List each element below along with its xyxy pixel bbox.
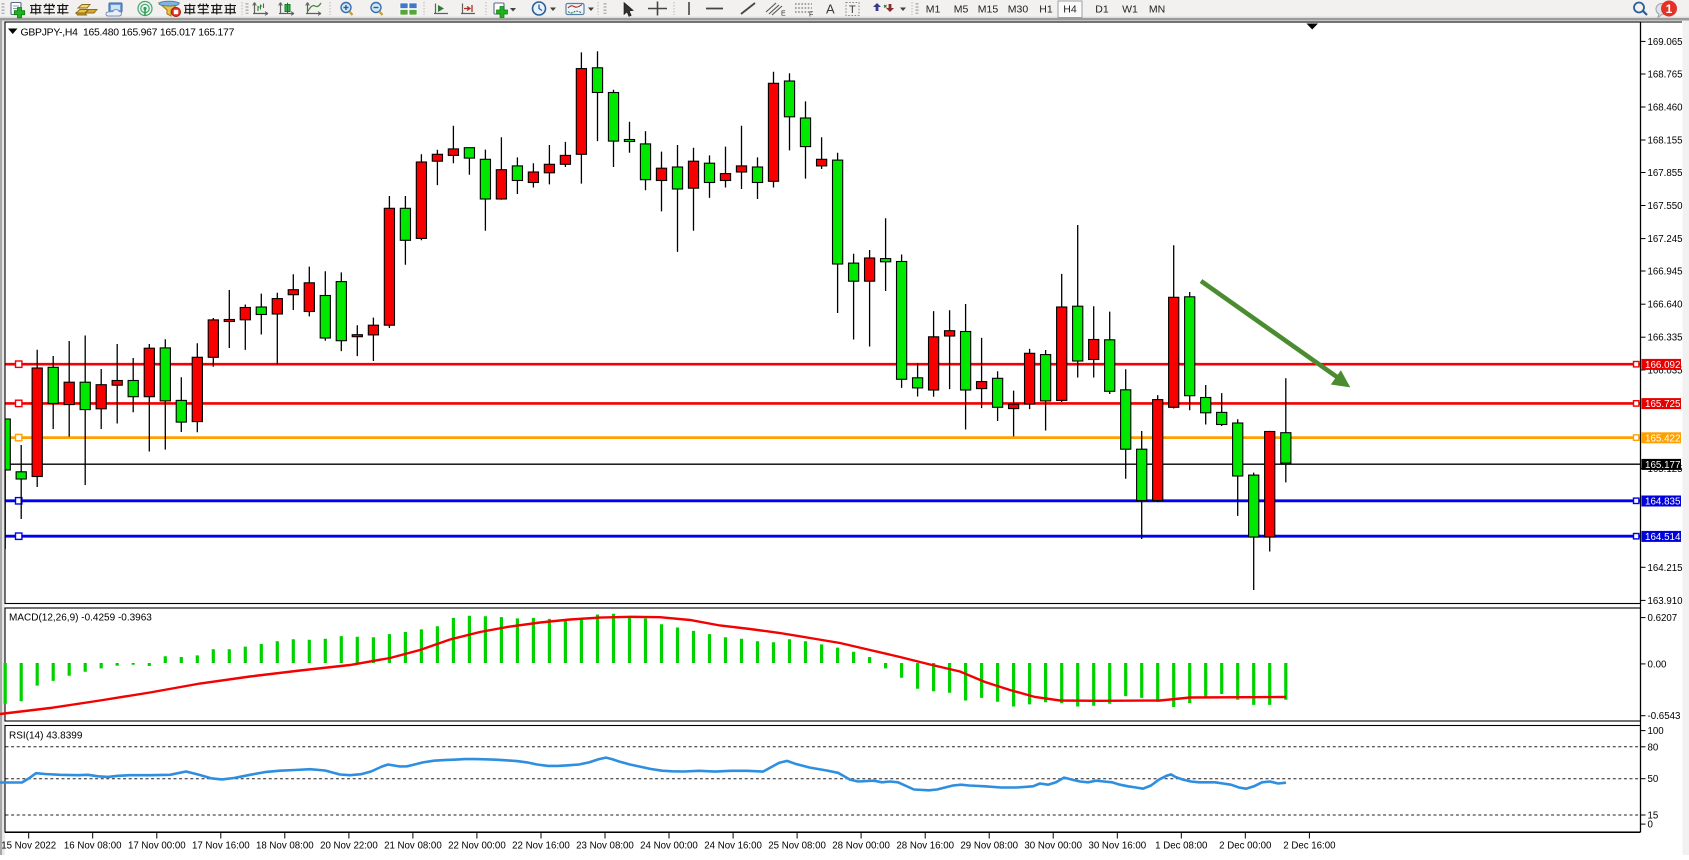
svg-text:28 Nov 00:00: 28 Nov 00:00 [832,841,890,852]
svg-text:M15: M15 [978,4,999,16]
svg-text:M5: M5 [954,4,969,16]
svg-text:166.945: 166.945 [1648,267,1683,278]
svg-text:30 Nov 16:00: 30 Nov 16:00 [1088,841,1146,852]
svg-text:GBPJPY-,H4 165.480 165.967 16: GBPJPY-,H4 165.480 165.967 165.017 165.1… [21,28,235,39]
svg-text:164.215: 164.215 [1648,563,1683,574]
svg-text:RSI(14) 43.8399: RSI(14) 43.8399 [9,731,83,742]
svg-text:18 Nov 08:00: 18 Nov 08:00 [256,841,314,852]
svg-text:0: 0 [1648,820,1654,831]
svg-text:M1: M1 [926,4,941,16]
svg-text:0.6207: 0.6207 [1648,613,1678,624]
svg-text:A: A [826,2,835,17]
svg-text:22 Nov 00:00: 22 Nov 00:00 [448,841,506,852]
svg-text:W1: W1 [1122,4,1138,16]
svg-text:166.640: 166.640 [1648,300,1684,311]
svg-text:1: 1 [1666,2,1673,16]
svg-text:0.00: 0.00 [1648,659,1667,670]
svg-text:164.514: 164.514 [1645,532,1681,543]
svg-text:17 Nov 00:00: 17 Nov 00:00 [128,841,186,852]
svg-text:166.335: 166.335 [1648,333,1683,344]
svg-text:F: F [809,12,813,19]
svg-text:29 Nov 08:00: 29 Nov 08:00 [960,841,1018,852]
svg-text:168.460: 168.460 [1648,103,1684,114]
svg-text:165.725: 165.725 [1645,399,1681,410]
svg-text:164.835: 164.835 [1645,497,1681,508]
svg-text:163.910: 163.910 [1648,596,1684,607]
svg-text:169.065: 169.065 [1648,37,1683,48]
svg-text:20 Nov 22:00: 20 Nov 22:00 [320,841,378,852]
svg-text:M30: M30 [1008,4,1029,16]
svg-text:24 Nov 16:00: 24 Nov 16:00 [704,841,762,852]
svg-text:28 Nov 16:00: 28 Nov 16:00 [896,841,954,852]
svg-text:H4: H4 [1063,4,1077,16]
svg-text:MACD(12,26,9) -0.4259 -0.3963: MACD(12,26,9) -0.4259 -0.3963 [9,613,152,624]
svg-text:15 Nov 2022: 15 Nov 2022 [1,841,56,852]
svg-text:30 Nov 00:00: 30 Nov 00:00 [1024,841,1082,852]
svg-text:24 Nov 00:00: 24 Nov 00:00 [640,841,698,852]
svg-text:2 Dec 00:00: 2 Dec 00:00 [1219,841,1272,852]
svg-text:167.550: 167.550 [1648,201,1684,212]
svg-text:T: T [849,4,856,16]
svg-text:1 Dec 08:00: 1 Dec 08:00 [1155,841,1208,852]
svg-text:2 Dec 16:00: 2 Dec 16:00 [1283,841,1336,852]
svg-text:H1: H1 [1039,4,1053,16]
svg-text:21 Nov 08:00: 21 Nov 08:00 [384,841,442,852]
svg-text:D1: D1 [1095,4,1109,16]
svg-text:-0.6543: -0.6543 [1648,711,1681,722]
svg-text:25 Nov 08:00: 25 Nov 08:00 [768,841,826,852]
svg-text:166.092: 166.092 [1645,360,1680,371]
svg-text:168.155: 168.155 [1648,136,1683,147]
svg-text:E: E [781,11,786,18]
svg-text:17 Nov 16:00: 17 Nov 16:00 [192,841,250,852]
svg-text:23 Nov 08:00: 23 Nov 08:00 [576,841,634,852]
svg-text:16 Nov 08:00: 16 Nov 08:00 [64,841,122,852]
svg-text:168.765: 168.765 [1648,70,1683,81]
svg-text:22 Nov 16:00: 22 Nov 16:00 [512,841,570,852]
svg-text:165.422: 165.422 [1645,433,1680,444]
svg-text:165.177: 165.177 [1645,460,1680,471]
svg-text:MN: MN [1149,4,1165,16]
svg-text:167.855: 167.855 [1648,168,1683,179]
svg-text:80: 80 [1648,742,1659,753]
svg-text:167.245: 167.245 [1648,234,1683,245]
svg-text:100: 100 [1648,726,1665,737]
svg-text:50: 50 [1648,774,1659,785]
